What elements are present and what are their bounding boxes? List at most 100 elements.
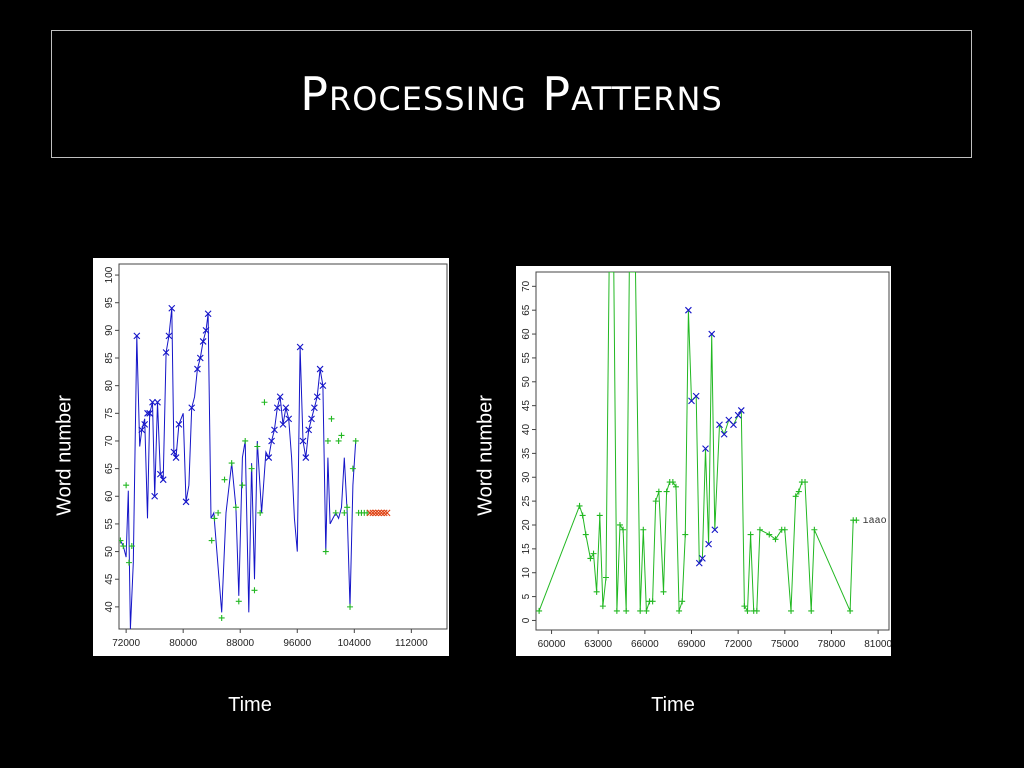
chart-right-point-plus-green bbox=[593, 588, 600, 595]
chart-left-point-x-blue bbox=[168, 304, 176, 312]
chart-right-point-plus-green bbox=[672, 483, 679, 490]
chart-left-point-x-blue bbox=[188, 404, 196, 412]
chart-right-ytick-label: 35 bbox=[521, 447, 532, 459]
chart-left-ytick-label: 40 bbox=[104, 601, 115, 613]
chart-left-point-plus-green bbox=[235, 598, 242, 605]
chart-right-point-plus-green bbox=[536, 607, 543, 614]
chart-left-point-x-blue bbox=[296, 343, 304, 351]
chart-right-point-plus-green bbox=[753, 607, 760, 614]
chart-left-point-plus-green bbox=[347, 603, 354, 610]
chart-right-point-plus-green bbox=[643, 607, 650, 614]
chart-left-point-plus-green bbox=[221, 476, 228, 483]
chart-left-point-plus-green bbox=[119, 537, 124, 544]
chart-left-point-x-blue bbox=[273, 404, 281, 412]
chart-left-point-x-blue bbox=[196, 354, 204, 362]
chart-left-point-x-red bbox=[378, 509, 385, 517]
chart-left-ytick-label: 65 bbox=[104, 463, 115, 475]
chart-right-point-plus-green bbox=[808, 607, 815, 614]
chart-left-xtick-label: 112000 bbox=[395, 638, 428, 649]
chart-right-point-x-blue bbox=[716, 421, 723, 429]
chart-right-point-plus-green bbox=[590, 550, 597, 557]
chart-left-point-x-blue bbox=[265, 454, 273, 461]
chart-left-point-plus-green bbox=[211, 515, 218, 522]
chart-left-ytick-label: 60 bbox=[104, 490, 115, 502]
chart-right-point-plus-green bbox=[576, 502, 583, 509]
chart-left-point-x-blue bbox=[276, 393, 284, 401]
chart-right-series-line-green bbox=[538, 272, 857, 613]
chart-left-point-x-red bbox=[383, 509, 391, 517]
chart-left-point-plus-green bbox=[254, 443, 261, 450]
chart-right-ytick-label: 70 bbox=[521, 280, 532, 292]
chart-right-point-plus-green bbox=[616, 521, 623, 528]
chart-right-ytick-label: 50 bbox=[521, 376, 532, 388]
chart-right-ytick-label: 20 bbox=[521, 519, 532, 531]
chart-left-point-x-blue bbox=[308, 415, 315, 423]
chart-right-point-plus-green bbox=[582, 531, 589, 538]
chart-right-plot-frame bbox=[535, 271, 890, 631]
chart-left-point-x-blue bbox=[204, 310, 212, 318]
chart-right-point-plus-green bbox=[747, 531, 754, 538]
chart-right-point-plus-green bbox=[802, 479, 809, 486]
chart-right-point-x-blue bbox=[699, 555, 706, 562]
chart-left-point-x-blue bbox=[162, 349, 170, 356]
chart-left-point-x-blue bbox=[319, 382, 327, 390]
chart-right-point-plus-green bbox=[679, 598, 686, 605]
chart-left-point-plus-green bbox=[228, 460, 235, 467]
chart-right-point-plus-green bbox=[655, 488, 662, 495]
chart-left-point-x-blue bbox=[138, 426, 146, 434]
chart-left-ytick-label: 90 bbox=[104, 324, 115, 336]
chart-right-ytick-label: 45 bbox=[521, 400, 532, 412]
chart-left-point-x-red bbox=[380, 509, 388, 517]
chart-left-point-plus-green bbox=[341, 509, 348, 516]
chart-left-point-x-blue bbox=[279, 420, 287, 428]
chart-right-point-plus-green bbox=[847, 607, 854, 614]
chart-right-point-plus-green bbox=[620, 526, 627, 533]
chart-right-point-plus-green bbox=[772, 536, 779, 543]
chart-right-point-x-blue bbox=[720, 430, 728, 438]
chart-right-point-x-blue bbox=[734, 411, 742, 419]
chart-right-point-plus-green bbox=[637, 607, 644, 614]
chart-right-point-x-blue bbox=[702, 445, 709, 453]
chart-right-point-plus-green bbox=[602, 574, 609, 581]
chart-right-ytick-label: 60 bbox=[521, 328, 532, 340]
chart-left-point-x-blue bbox=[154, 398, 161, 406]
chart-right-point-plus-green bbox=[663, 488, 670, 495]
chart-right-point-x-blue bbox=[711, 526, 719, 534]
chart-right-panel: 0 5 10 15 20 25 30 35 40 45 50 55 60 65 70 60000 63000 66… bbox=[516, 266, 891, 656]
chart-left-point-plus-green bbox=[349, 465, 356, 472]
chart-left-point-x-red bbox=[369, 509, 377, 517]
chart-right-xtick-label: 66000 bbox=[631, 639, 659, 650]
chart-left-xtick-label: 104000 bbox=[338, 638, 372, 649]
title-box: Processing Patterns bbox=[51, 30, 972, 158]
chart-right-point-plus-green bbox=[676, 607, 683, 614]
chart-left-point-x-blue bbox=[199, 338, 207, 345]
chart-right-point-plus-green bbox=[853, 517, 860, 524]
chart-left-point-plus-green bbox=[352, 437, 359, 444]
chart-right-point-plus-green bbox=[792, 493, 799, 500]
chart-right-point-plus-green bbox=[623, 607, 630, 614]
chart-right-xtick-label: 78000 bbox=[818, 639, 846, 650]
chart-left-point-x-blue bbox=[302, 454, 310, 461]
chart-left-point-plus-green bbox=[215, 509, 222, 516]
chart-right-point-x-blue bbox=[730, 421, 737, 429]
chart-left-point-x-blue bbox=[151, 492, 159, 500]
chart-left-point-plus-green bbox=[239, 482, 246, 489]
chart-left-point-x-blue bbox=[282, 404, 290, 412]
chart-right-point-plus-green bbox=[579, 512, 586, 519]
chart-left-point-plus-green bbox=[248, 465, 255, 472]
chart-right-annotation: ıaao o bbox=[863, 516, 891, 527]
chart-left-point-x-blue bbox=[194, 365, 201, 373]
chart-right-point-x-blue bbox=[685, 306, 692, 314]
chart-left-point-x-blue bbox=[149, 398, 156, 406]
chart-left-point-x-blue bbox=[271, 426, 278, 434]
chart-right-ytick-label: 40 bbox=[521, 424, 532, 436]
chart-left-point-plus-green bbox=[125, 559, 132, 566]
chart-left-point-x-blue bbox=[202, 326, 210, 334]
chart-left-point-plus-green bbox=[335, 437, 342, 444]
chart-left-point-x-blue bbox=[268, 437, 275, 445]
chart-left-point-x-blue bbox=[156, 470, 164, 478]
chart-right-point-plus-green bbox=[682, 531, 689, 538]
chart-right-point-plus-green bbox=[788, 607, 795, 614]
chart-left-plot-frame bbox=[118, 263, 448, 630]
chart-left-point-x-blue bbox=[305, 426, 313, 434]
